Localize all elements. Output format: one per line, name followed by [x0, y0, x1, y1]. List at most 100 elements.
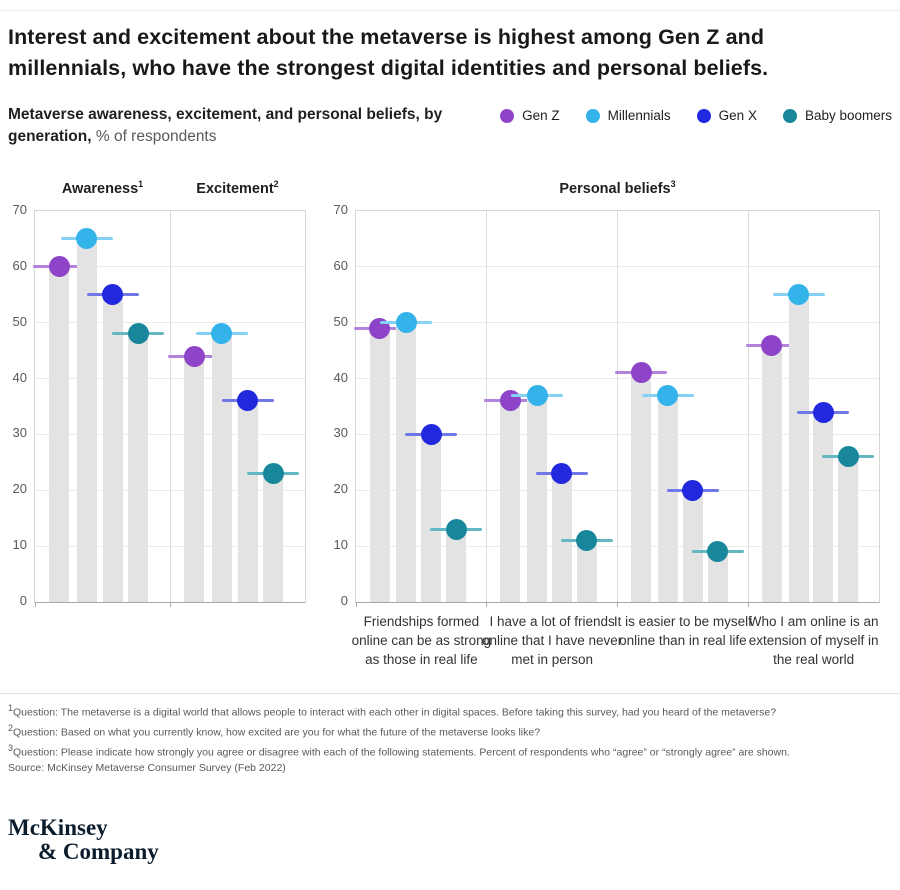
exhibit-title: Interest and excitement about the metave… — [8, 25, 769, 80]
data-point-dot — [48, 256, 70, 278]
data-point-dot — [237, 390, 259, 412]
logo-line1: McKinsey — [8, 815, 108, 840]
y-tick-label: 10 — [12, 537, 27, 553]
y-tick-label: 20 — [12, 481, 27, 497]
x-axis-tick — [486, 602, 488, 607]
lollipop-bar — [128, 333, 149, 602]
y-tick-label: 0 — [19, 593, 27, 608]
data-point-dot — [420, 423, 442, 445]
legend-item: Baby boomers — [782, 108, 892, 123]
lollipop-bar — [369, 328, 390, 602]
lollipop-bar — [396, 322, 417, 602]
lollipop-bar — [446, 529, 467, 602]
legend-label: Gen X — [718, 108, 757, 123]
group-separator — [486, 211, 488, 602]
data-point-dot — [262, 463, 284, 485]
y-tick-label: 10 — [333, 537, 348, 553]
legend-item: Gen X — [696, 108, 757, 123]
data-point-dot — [211, 323, 233, 345]
group-separator — [617, 211, 618, 602]
lollipop-bar — [707, 551, 728, 602]
lollipop-bar — [263, 473, 284, 602]
footnote-divider — [0, 693, 900, 694]
lollipop-bar — [527, 395, 548, 602]
lollipop-bar — [184, 356, 205, 602]
subtitle-bold: Metaverse awareness, excitement, and per… — [8, 106, 443, 145]
legend-dot-icon — [782, 108, 797, 123]
lollipop-bar — [657, 395, 678, 602]
x-axis-tick — [617, 602, 618, 607]
category-label: I have a lot of friends online that I ha… — [481, 614, 623, 667]
lollipop-bar — [813, 412, 834, 602]
data-point-dot — [788, 284, 810, 306]
y-tick-label: 50 — [12, 313, 27, 329]
legend-label: Baby boomers — [804, 108, 892, 123]
category-label: Who I am online is an extension of mysel… — [748, 614, 879, 667]
category-label: It is easier to be myself online than in… — [613, 614, 752, 648]
lollipop-bar — [788, 294, 809, 602]
y-tick-label: 70 — [12, 202, 27, 217]
group-separator — [169, 211, 171, 602]
data-point-dot — [837, 446, 859, 468]
footnote: 2Question: Based on what you currently k… — [8, 723, 541, 739]
chart-subtitle: Metaverse awareness, excitement, and per… — [8, 104, 448, 148]
data-point-dot — [127, 323, 149, 345]
category-label: Friendships formed online can be as stro… — [351, 614, 492, 667]
footnote: 3Question: Please indicate how strongly … — [8, 743, 790, 759]
footnote: 1Question: The metaverse is a digital wo… — [8, 703, 777, 719]
lollipop-bar — [237, 400, 258, 602]
data-point-dot — [551, 463, 573, 485]
x-axis-tick — [747, 602, 749, 607]
data-point-dot — [76, 228, 98, 250]
awareness-excitement-chart: 0 10 20 30 40 50 60 70 Awareness1 Excitement2 — [13, 179, 306, 608]
lollipop-bar — [102, 294, 123, 602]
legend-label: Millennials — [607, 108, 671, 123]
y-tick-label: 60 — [12, 257, 27, 273]
lollipop-bar — [49, 266, 70, 602]
chart-legend: Gen Z Millennials Gen X Baby boomers — [500, 108, 892, 123]
lollipop-bar — [761, 345, 782, 602]
data-point-dot — [812, 401, 834, 423]
logo-line2: & Company — [38, 839, 159, 864]
panel-header: Personal beliefs3 — [559, 179, 676, 197]
panel-header: Excitement2 — [196, 179, 279, 197]
data-point-dot — [576, 530, 598, 552]
panel-header: Awareness1 — [61, 179, 144, 197]
data-point-dot — [707, 541, 729, 563]
data-point-dot — [630, 362, 652, 384]
data-point-dot — [102, 284, 124, 306]
lollipop-bar — [631, 372, 652, 602]
footnotes: 1Question: The metaverse is a digital wo… — [8, 701, 890, 777]
legend-dot-icon — [696, 108, 711, 123]
lollipop-bar — [551, 473, 572, 602]
lollipop-bar — [421, 434, 442, 602]
top-divider — [0, 10, 900, 11]
data-point-dot — [682, 479, 704, 501]
lollipop-bar — [500, 400, 521, 602]
legend-item: Millennials — [585, 108, 671, 123]
y-tick-label: 70 — [333, 202, 348, 217]
lollipop-bar — [576, 540, 597, 602]
data-point-dot — [526, 384, 548, 406]
x-axis-tick — [356, 602, 357, 607]
lollipop-bar — [76, 238, 97, 602]
data-point-dot — [183, 345, 205, 367]
legend-label: Gen Z — [522, 108, 560, 123]
y-tick-label: 40 — [12, 369, 27, 385]
y-tick-label: 40 — [333, 369, 348, 385]
y-tick-label: 50 — [333, 313, 348, 329]
lollipop-bar — [682, 490, 703, 602]
y-tick-label: 60 — [333, 257, 348, 273]
data-point-dot — [395, 312, 417, 334]
mckinsey-logo: McKinsey & Company — [8, 816, 159, 864]
subtitle-unit: % of respondents — [95, 128, 217, 145]
x-axis-tick — [169, 602, 171, 607]
y-tick-label: 20 — [333, 481, 348, 497]
legend-dot-icon — [585, 108, 600, 123]
y-tick-label: 0 — [340, 593, 348, 608]
y-tick-label: 30 — [333, 425, 348, 441]
data-point-dot — [761, 334, 783, 356]
lollipop-bar — [211, 333, 232, 602]
legend-item: Gen Z — [500, 108, 560, 123]
